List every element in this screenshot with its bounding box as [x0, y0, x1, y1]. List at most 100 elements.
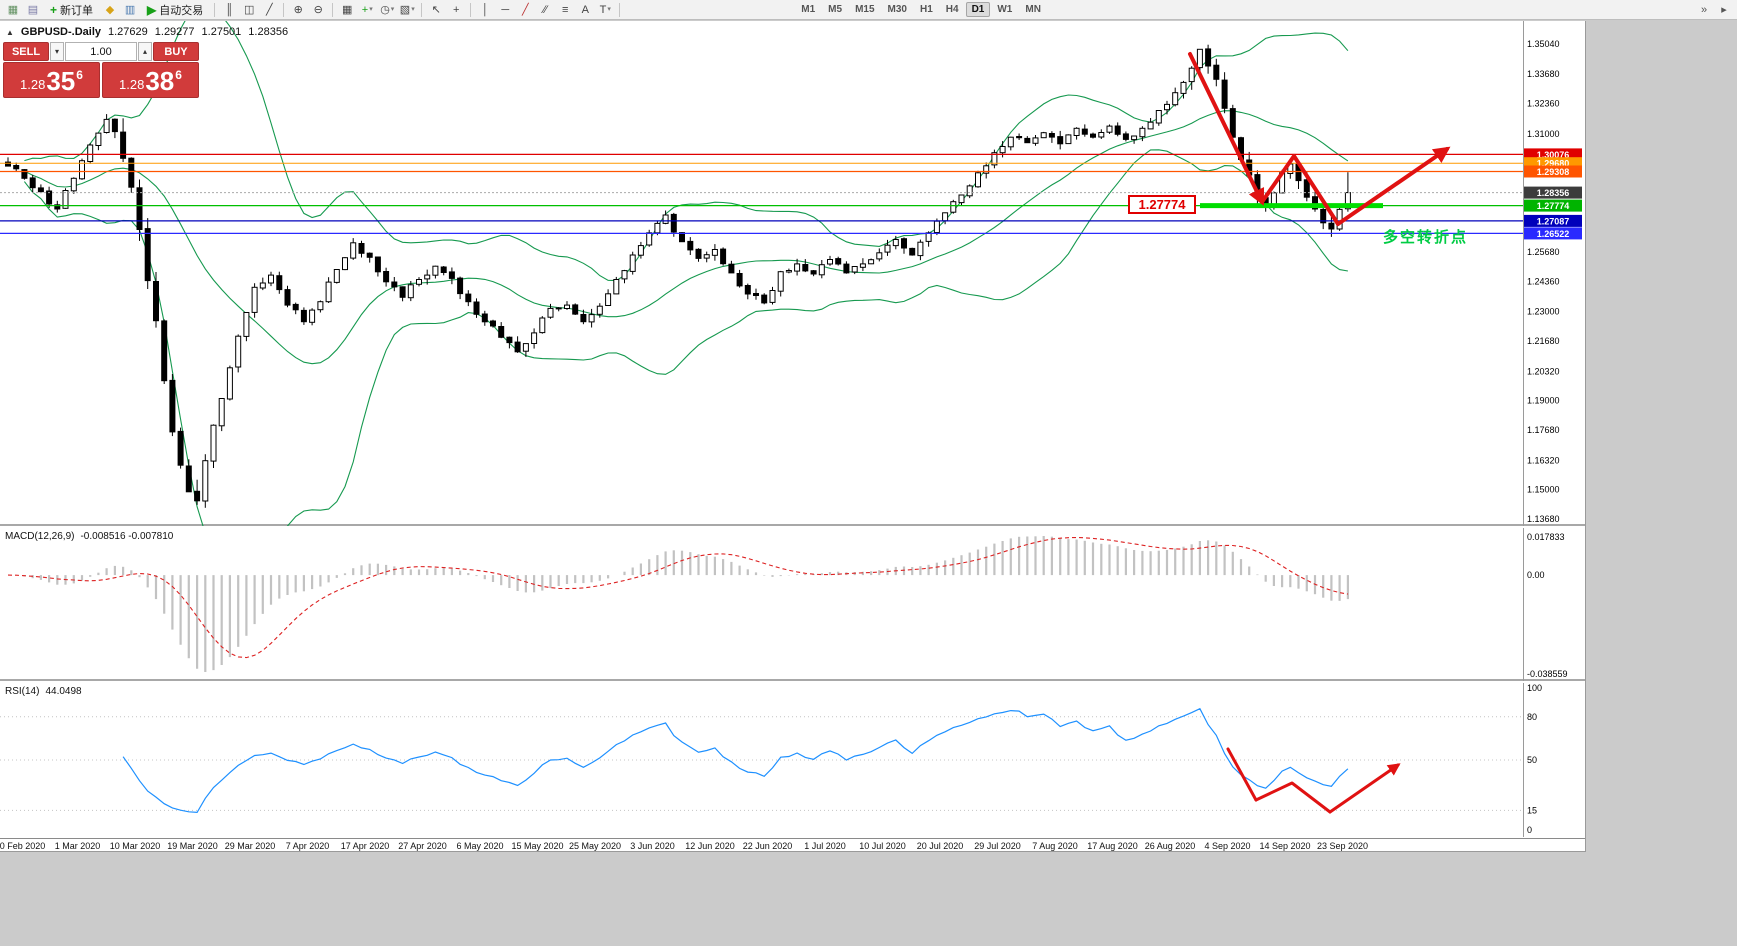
- arrows-tool-icon[interactable]: T ▾: [599, 3, 611, 16]
- sell-button[interactable]: SELL: [3, 42, 49, 61]
- price-scale-label: 1.20320: [1527, 366, 1560, 376]
- price-tag-1.26522: 1.26522: [1524, 227, 1582, 240]
- timeframe-m15-button[interactable]: M15: [855, 4, 875, 15]
- timeframe-mn-button[interactable]: MN: [1025, 4, 1041, 15]
- candles: [5, 44, 1351, 508]
- periods-icon[interactable]: ◷ ▾: [380, 3, 395, 16]
- svg-text:1.29308: 1.29308: [1537, 167, 1570, 177]
- line-chart-type-icon[interactable]: ╱: [265, 3, 273, 16]
- macd-svg: 0.017833 0.00 -0.038559: [7, 528, 1568, 681]
- drawn-arrow[interactable]: [1254, 781, 1332, 814]
- price-scale-label: 1.21680: [1527, 336, 1560, 346]
- ask-big-figure: 1.28: [119, 77, 145, 92]
- price-tag-1.29308: 1.29308: [1524, 165, 1582, 178]
- text-label-icon[interactable]: A: [581, 3, 589, 16]
- svg-text:1.30076: 1.30076: [1537, 150, 1570, 160]
- timeframe-h4-button[interactable]: H4: [945, 4, 959, 15]
- drawn-arrow[interactable]: [1260, 154, 1340, 226]
- ask-point: 6: [175, 68, 182, 82]
- new-chart-icon[interactable]: ▦: [7, 3, 19, 16]
- indicators-icon[interactable]: + ▾: [361, 3, 373, 16]
- date-axis-label: 15 May 2020: [511, 841, 564, 851]
- price-chart-panel[interactable]: 1.35040 1.33680 1.32360 1.31000 1.25680 1.243…: [0, 21, 1586, 526]
- price-tag-1.27087: 1.27087: [1524, 214, 1582, 227]
- bar-chart-type-icon[interactable]: ║: [225, 3, 234, 16]
- price-scale-label: 1.13680: [1527, 514, 1560, 524]
- drawn-arrow[interactable]: [1336, 146, 1451, 226]
- rsi-svg: 100 80 50 15 0: [0, 683, 1542, 837]
- autotrading-button[interactable]: ▶ 自动交易: [147, 2, 204, 17]
- support-price-label[interactable]: 1.27774: [1128, 195, 1196, 214]
- date-axis-label: 29 Jul 2020: [974, 841, 1021, 851]
- date-axis-label: 20 Jul 2020: [916, 841, 964, 851]
- candlestick-type-icon[interactable]: ◫: [244, 3, 255, 16]
- rsi-name: RSI(14): [5, 686, 40, 697]
- price-scale-label: 1.35040: [1527, 39, 1560, 49]
- timeframe-switcher: M1 M5 M15 M30 H1 H4 D1 W1 MN: [795, 2, 1047, 17]
- rsi-label: RSI(14) 44.0498: [5, 686, 82, 697]
- date-axis-label: 7 Aug 2020: [1032, 841, 1078, 851]
- new-order-button[interactable]: + 新订单: [50, 2, 94, 17]
- timeframe-h1-button[interactable]: H1: [919, 4, 933, 15]
- crosshair-icon[interactable]: +: [453, 3, 460, 16]
- macd-signal-line: [7, 536, 1348, 659]
- terminal-icon[interactable]: ▥: [124, 3, 136, 16]
- price-chart-svg[interactable]: 1.35040 1.33680 1.32360 1.31000 1.25680 1.243…: [0, 21, 1586, 526]
- volume-decrease-button[interactable]: ▾: [50, 42, 64, 61]
- collapse-trade-panel-icon[interactable]: ▲: [6, 27, 14, 37]
- timeframe-d1-button[interactable]: D1: [965, 2, 991, 17]
- toolbar-separator: [619, 2, 621, 17]
- volume-input[interactable]: [65, 42, 137, 61]
- timeframe-m30-button[interactable]: M30: [887, 4, 907, 15]
- toolbar-customize-icon[interactable]: ▸: [1721, 3, 1727, 16]
- date-axis-label: 29 Mar 2020: [224, 841, 276, 851]
- trendline-icon[interactable]: ╱: [521, 3, 529, 16]
- drawn-arrow[interactable]: [1188, 52, 1265, 206]
- buy-price-button[interactable]: 1.28 38 6: [102, 62, 199, 98]
- tile-windows-icon[interactable]: ▦: [342, 3, 353, 16]
- toolbar-separator: [214, 2, 216, 17]
- rsi-scale-label: 100: [1527, 683, 1542, 693]
- templates-icon[interactable]: ▧ ▾: [399, 3, 415, 16]
- bollinger-upper-band: [24, 21, 1349, 282]
- timeframe-m5-button[interactable]: M5: [828, 4, 843, 15]
- toolbar-overflow-icon[interactable]: »: [1700, 3, 1708, 16]
- svg-text:1.26522: 1.26522: [1537, 229, 1570, 239]
- date-axis-label: 26 Aug 2020: [1144, 841, 1196, 851]
- fibonacci-icon[interactable]: ≡: [562, 3, 569, 16]
- rsi-panel[interactable]: 100 80 50 15 0 RSI(14) 44.0498: [0, 683, 1585, 837]
- svg-text:1.27774: 1.27774: [1537, 201, 1570, 211]
- timeframe-w1-button[interactable]: W1: [997, 4, 1013, 15]
- channel-icon[interactable]: ∕∕: [543, 3, 548, 16]
- vertical-line-icon[interactable]: │: [481, 3, 489, 16]
- drawn-arrow[interactable]: [1328, 763, 1401, 814]
- drawn-arrow[interactable]: [1226, 747, 1258, 802]
- chart-profiles-icon[interactable]: ▤: [27, 3, 39, 16]
- price-scale-label: 1.19000: [1527, 396, 1560, 406]
- timeframe-m1-button[interactable]: M1: [801, 4, 816, 15]
- ohlc-close: 1.28356: [248, 26, 289, 38]
- rsi-scale-label: 80: [1527, 712, 1537, 722]
- macd-panel[interactable]: 0.017833 0.00 -0.038559 MACD(12,26,9) -0.0…: [0, 528, 1585, 681]
- macd-scale-top: 0.017833: [1527, 532, 1565, 542]
- bid-pips: 35: [46, 66, 76, 96]
- sell-price-button[interactable]: 1.28 35 6: [3, 62, 100, 98]
- chart-window-gbpusd-daily: 1.35040 1.33680 1.32360 1.31000 1.25680 1.243…: [0, 21, 1586, 852]
- zoom-in-icon[interactable]: ⊕: [293, 3, 303, 16]
- volume-increase-button[interactable]: ▴: [138, 42, 152, 61]
- date-axis-label: 7 Apr 2020: [285, 841, 330, 851]
- date-axis-label: 1 Mar 2020: [54, 841, 101, 851]
- macd-values: -0.008516 -0.007810: [80, 531, 174, 542]
- horizontal-line-icon[interactable]: ─: [501, 3, 510, 16]
- date-axis-label: 25 May 2020: [568, 841, 622, 851]
- rsi-line: [122, 707, 1349, 814]
- metaeditor-icon[interactable]: ◆: [105, 3, 115, 16]
- cursor-icon[interactable]: ↖: [431, 3, 441, 16]
- date-axis-label: 12 Jun 2020: [685, 841, 735, 851]
- zoom-out-icon[interactable]: ⊖: [313, 3, 323, 16]
- turning-point-note[interactable]: 多空转折点: [1383, 229, 1469, 246]
- bid-point: 6: [76, 68, 83, 82]
- price-tag-1.27774: 1.27774: [1524, 199, 1582, 212]
- buy-button[interactable]: BUY: [153, 42, 199, 61]
